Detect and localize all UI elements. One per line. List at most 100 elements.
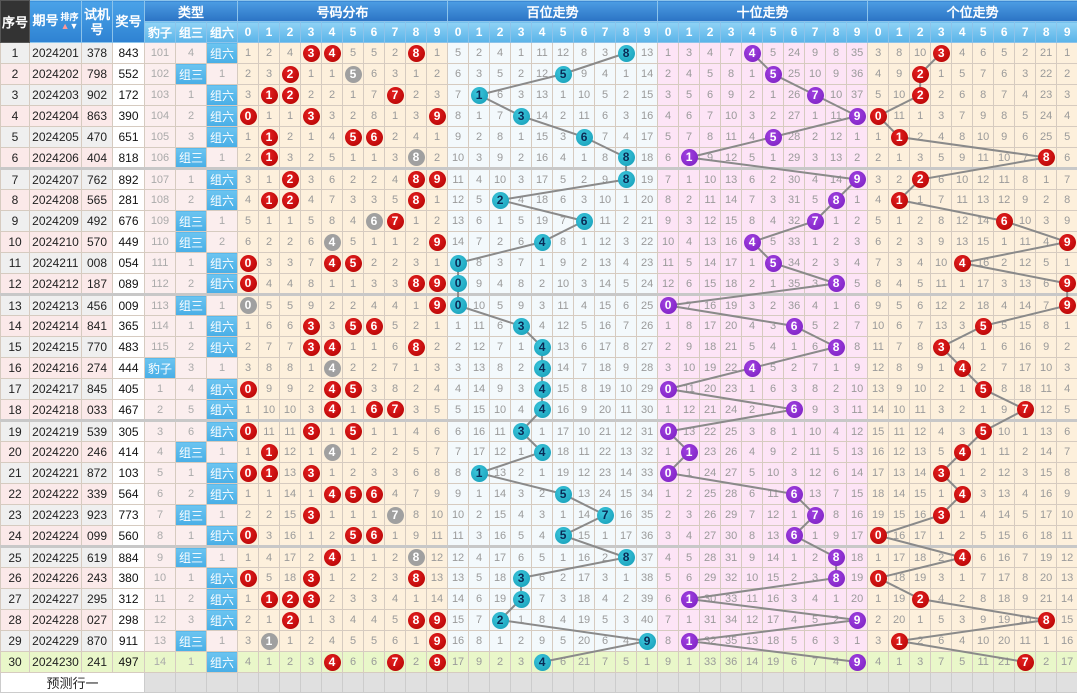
u-cell: 11 [888,419,911,442]
dist-ball: 2 [281,611,299,629]
dist-cell: 6 [300,231,323,253]
header-issue[interactable]: 期号 排序 ▲▼ [29,0,82,43]
predict-cell [930,672,953,693]
dist-cell: 3 [363,462,386,484]
dist-ball: 1 [260,149,278,166]
header-units-digit: 3 [930,21,953,43]
prize-cell: 390 [112,105,145,127]
t-cell: 2 [804,252,827,274]
u-cell: 12 [993,462,1016,484]
h-ball: 1 [470,86,488,104]
dist-cell: 7 [405,483,428,505]
dist-ball: 4 [323,380,341,398]
t-cell: 4 [846,252,869,274]
h-cell: 6 [573,126,596,148]
issue-cell: 2024215 [29,336,82,358]
dist-cell: 0 [237,462,260,484]
t-cell: 28 [720,483,743,505]
u-cell: 3 [930,462,953,484]
t-cell: 3 [762,315,785,337]
prize-cell: 818 [112,147,145,169]
issue-cell: 2024221 [29,462,82,484]
u-cell: 5 [1056,399,1077,421]
predict-cell [447,672,470,693]
h-cell: 5 [510,210,533,232]
u-cell: 3 [993,273,1016,295]
t-cell: 7 [804,210,827,232]
u-cell: 9 [1056,231,1077,253]
u-cell: 7 [1014,545,1037,568]
trial-cell: 295 [81,588,113,610]
u-cell: 3 [930,42,953,64]
h-cell: 9 [615,357,638,379]
type-cell: 组六 [205,567,239,589]
t-cell: 1 [804,105,827,127]
t-cell: 2 [783,567,806,589]
t-cell: 14 [825,167,848,190]
dist-cell: 3 [300,42,323,64]
type-cell: 13 [144,630,176,652]
t-ball: 9 [848,653,866,671]
dist-ball: 5 [344,423,362,440]
h-ball: 8 [617,549,635,566]
dist-cell: 4 [384,483,407,505]
u-ball: 3 [932,464,950,482]
u-cell: 7 [930,189,953,211]
dist-cell: 4 [363,609,386,631]
dist-ball: 3 [302,464,320,482]
t-cell: 18 [762,630,785,652]
dist-cell: 9 [426,105,449,127]
t-cell: 9 [762,441,785,463]
dist-cell: 3 [405,252,428,274]
t-cell: 9 [846,357,869,379]
type-cell: 组六 [205,399,239,421]
u-cell: 7 [1014,651,1037,673]
t-cell: 2 [741,84,764,106]
u-cell: 9 [867,293,890,316]
sort-button[interactable]: 排序 ▲▼ [61,12,79,31]
u-cell: 7 [1035,293,1058,316]
dist-ball: 4 [323,549,341,566]
dist-cell: 2 [363,567,386,589]
dist-cell: 3 [363,588,386,610]
t-cell: 7 [804,504,827,526]
t-cell: 4 [741,441,764,463]
u-cell: 5 [909,273,932,295]
t-cell: 13 [699,231,722,253]
h-ball: 4 [533,233,551,251]
dist-cell: 2 [363,357,386,379]
u-cell: 2 [867,609,890,631]
t-cell: 4 [699,42,722,64]
dist-cell: 2 [279,588,302,610]
u-cell: 5 [930,147,953,169]
t-cell: 5 [741,336,764,358]
dist-ball: 5 [344,254,362,272]
h-cell: 13 [531,84,554,106]
predict-cell [867,672,890,693]
t-cell: 8 [720,63,743,85]
dist-cell: 3 [300,419,323,442]
t-cell: 10 [741,567,764,589]
u-cell: 5 [930,609,953,631]
dist-cell: 2 [405,84,428,106]
header-units-digit: 9 [1056,21,1077,43]
u-cell: 18 [888,567,911,589]
dist-cell: 1 [237,126,260,148]
t-cell: 8 [825,567,848,589]
type-cell: 1 [205,545,239,568]
type-cell: 组六 [205,84,239,106]
t-cell: 1 [783,504,806,526]
dist-ball: 6 [365,317,383,335]
issue-cell: 2024223 [29,504,82,526]
t-cell: 1 [825,210,848,232]
u-cell: 4 [1014,483,1037,505]
header-hundreds: 百位走势 [447,0,659,22]
u-cell: 7 [1014,399,1037,421]
dist-ball: 3 [302,338,320,356]
t-cell: 1 [825,357,848,379]
t-cell: 28 [699,545,722,568]
h-cell: 7 [531,588,554,610]
u-cell: 3 [930,567,953,589]
trial-cell: 863 [81,105,113,127]
dist-cell: 4 [405,419,428,442]
